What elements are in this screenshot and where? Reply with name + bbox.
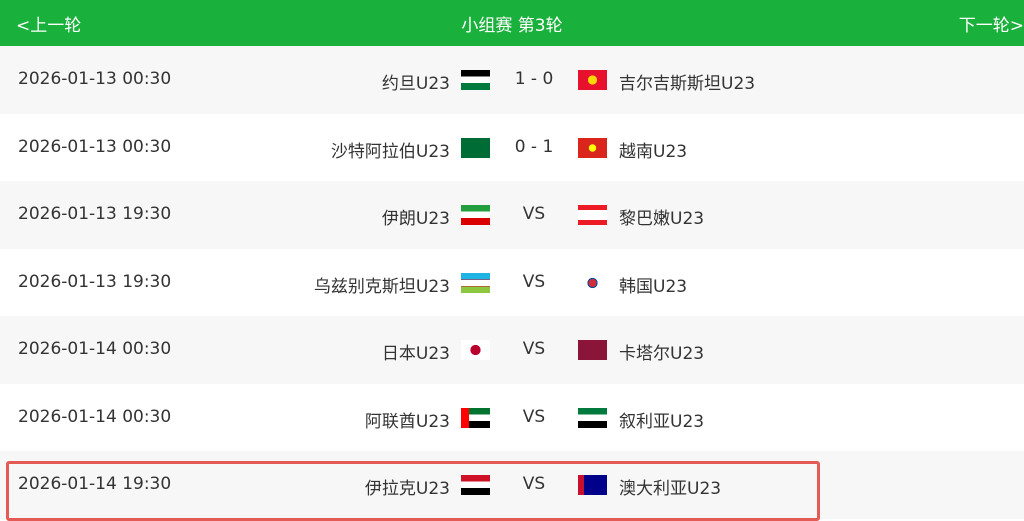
match-row[interactable]: 2026-01-13 19:30 乌兹别克斯坦U23 VS 韩国U23 [0, 249, 1024, 317]
away-team[interactable]: 卡塔尔U23 [619, 344, 705, 364]
syria-flag-icon [578, 407, 607, 428]
match-time: 2026-01-13 00:30 [18, 136, 172, 157]
prev-round-link[interactable]: <上一轮 [16, 16, 82, 36]
match-time: 2026-01-13 19:30 [18, 271, 172, 292]
away-team[interactable]: 澳大利亚U23 [619, 479, 722, 499]
match-score: VS [522, 406, 546, 427]
away-team[interactable]: 韩国U23 [619, 276, 688, 297]
home-team[interactable]: 沙特阿拉伯U23 [330, 141, 450, 162]
match-row[interactable]: 2026-01-13 19:30 伊朗U23 VS 黎巴嫩U23 [0, 181, 1024, 249]
korea-flag-icon [578, 272, 607, 293]
round-title: 小组赛 第3轮 [461, 16, 563, 36]
match-score: 0 - 1 [514, 136, 554, 157]
match-time: 2026-01-14 00:30 [18, 406, 172, 427]
uzbekistan-flag-icon [461, 272, 490, 293]
iran-flag-icon [461, 205, 490, 225]
lebanon-flag-icon [578, 205, 607, 225]
round-header: <上一轮 小组赛 第3轮 下一轮> [0, 0, 1024, 46]
match-time: 2026-01-14 19:30 [18, 474, 172, 494]
match-time: 2026-01-13 19:30 [18, 204, 172, 224]
home-team[interactable]: 日本U23 [381, 344, 450, 364]
match-row[interactable]: 2026-01-13 00:30 约旦U23 1 - 0 吉尔吉斯斯坦U23 [0, 46, 1024, 114]
match-time: 2026-01-14 00:30 [18, 339, 172, 359]
match-score: VS [522, 339, 546, 359]
home-team[interactable]: 阿联酋U23 [364, 411, 450, 432]
iraq-flag-icon [461, 475, 490, 495]
next-round-link[interactable]: 下一轮> [958, 16, 1024, 36]
match-row[interactable]: 2026-01-14 00:30 阿联酋U23 VS 叙利亚U23 [0, 384, 1024, 452]
japan-flag-icon [461, 340, 490, 360]
home-team[interactable]: 伊朗U23 [381, 209, 450, 229]
australia-flag-icon [578, 475, 607, 495]
match-score: VS [522, 271, 546, 292]
match-row[interactable]: 2026-01-14 19:30 伊拉克U23 VS 澳大利亚U23 [0, 451, 1024, 519]
match-row[interactable]: 2026-01-14 00:30 日本U23 VS 卡塔尔U23 [0, 316, 1024, 384]
away-team[interactable]: 吉尔吉斯斯坦U23 [619, 74, 756, 94]
home-team[interactable]: 伊拉克U23 [364, 479, 450, 499]
away-team[interactable]: 越南U23 [619, 141, 688, 162]
home-team[interactable]: 乌兹别克斯坦U23 [313, 276, 450, 297]
match-time: 2026-01-13 00:30 [18, 69, 172, 89]
qatar-flag-icon [578, 340, 607, 360]
match-score: VS [522, 204, 546, 224]
away-team[interactable]: 黎巴嫩U23 [619, 209, 705, 229]
jordan-flag-icon [461, 70, 490, 90]
saudi-flag-icon [461, 137, 490, 158]
vietnam-flag-icon [578, 137, 607, 158]
match-list: 2026-01-13 00:30 约旦U23 1 - 0 吉尔吉斯斯坦U23 20… [0, 46, 1024, 519]
match-row[interactable]: 2026-01-13 00:30 沙特阿拉伯U23 0 - 1 越南U23 [0, 114, 1024, 182]
match-score: VS [522, 474, 546, 494]
away-team[interactable]: 叙利亚U23 [619, 411, 705, 432]
kyrgyzstan-flag-icon [578, 70, 607, 90]
home-team[interactable]: 约旦U23 [381, 74, 450, 94]
match-score: 1 - 0 [514, 69, 554, 89]
uae-flag-icon [461, 407, 490, 428]
